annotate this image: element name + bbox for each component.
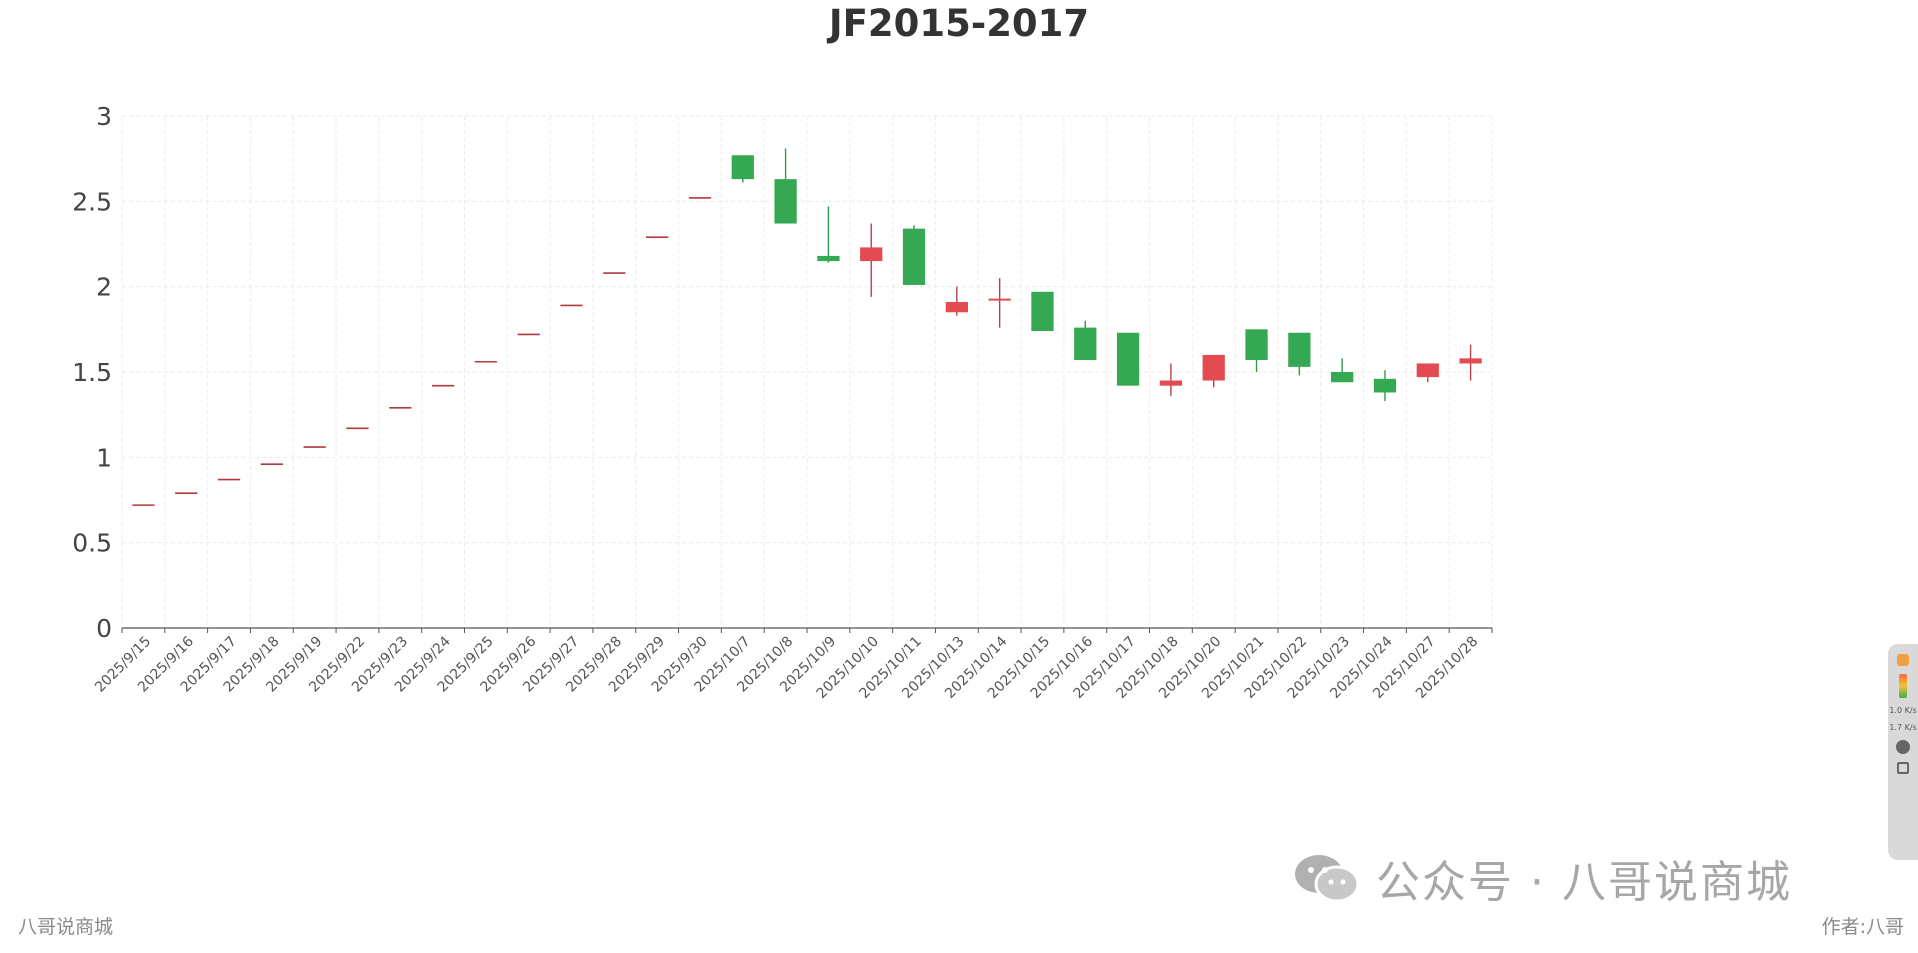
y-tick-label: 3 xyxy=(96,102,112,131)
candle-up xyxy=(1159,380,1183,386)
candle-down xyxy=(902,228,926,285)
chart-title: JF2015-2017 xyxy=(828,2,1090,45)
candle-down xyxy=(1074,327,1097,361)
candle-up xyxy=(1416,363,1439,378)
speed-download: 1.7 K/s xyxy=(1889,723,1917,732)
footer-author: 作者:八哥 xyxy=(1821,916,1904,938)
candle-down xyxy=(1116,332,1140,386)
y-tick-label: 1 xyxy=(96,443,112,472)
candle-down xyxy=(1245,329,1268,361)
y-tick-label: 2.5 xyxy=(72,187,112,216)
candle-down xyxy=(817,255,840,262)
watermark-text: 公众号 · 八哥说商城 xyxy=(1376,857,1792,908)
candle-up xyxy=(945,302,968,313)
candle-up xyxy=(860,247,883,262)
candle-up xyxy=(1459,358,1482,364)
chart-icon[interactable] xyxy=(1897,762,1909,774)
y-tick-label: 0 xyxy=(96,614,112,643)
candle-down xyxy=(1031,291,1054,332)
speed-upload: 1.0 K/s xyxy=(1889,706,1917,715)
wechat-icon xyxy=(1295,855,1360,903)
candle-up xyxy=(1202,354,1225,381)
side-panel[interactable]: 1.0 K/s 1.7 K/s xyxy=(1888,644,1918,860)
candle-up xyxy=(988,298,1011,301)
y-tick-label: 0.5 xyxy=(72,529,112,558)
candle-down xyxy=(1288,332,1311,367)
candle-down xyxy=(731,155,754,180)
badge-icon[interactable] xyxy=(1897,654,1909,666)
y-tick-label: 2 xyxy=(96,273,112,302)
candle-down xyxy=(774,179,797,224)
y-tick-label: 1.5 xyxy=(72,358,112,387)
gauge-icon xyxy=(1899,674,1907,698)
watermark: 公众号 · 八哥说商城 xyxy=(1292,846,1792,910)
candle-down xyxy=(1331,372,1354,383)
pie-icon[interactable] xyxy=(1896,740,1910,754)
candle-down xyxy=(1373,378,1397,393)
footer-brand: 八哥说商城 xyxy=(18,916,114,938)
